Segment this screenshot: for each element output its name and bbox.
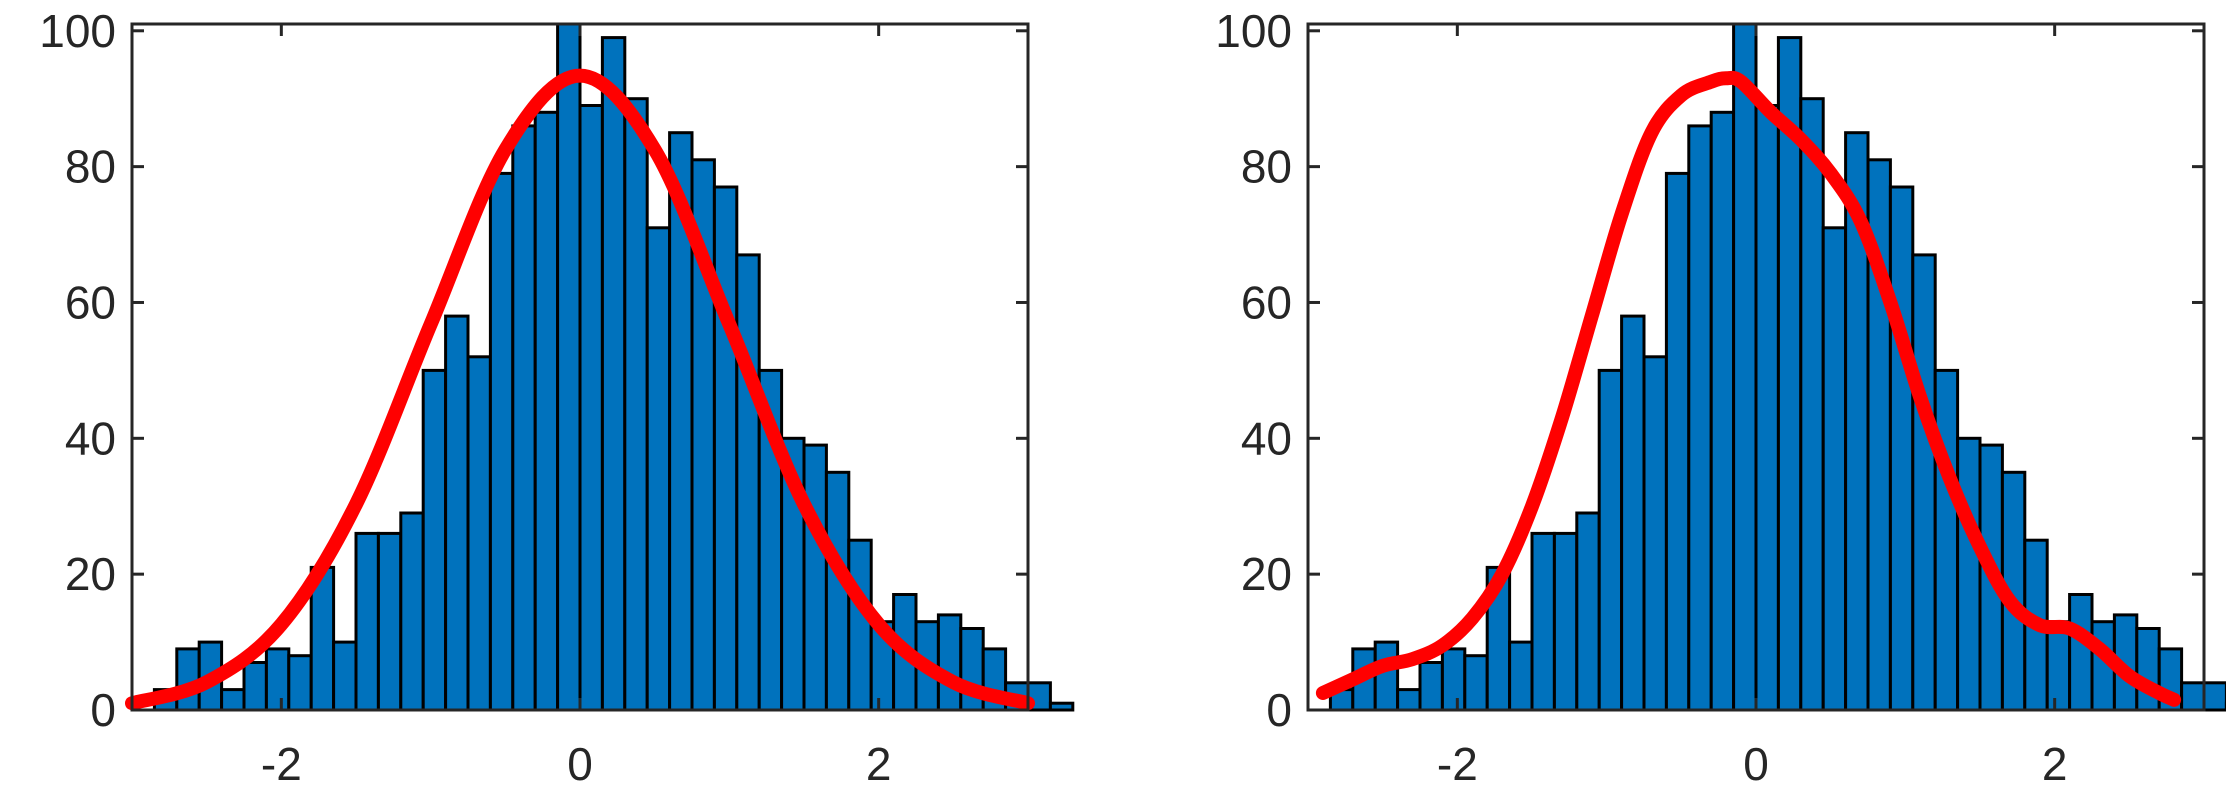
right-bar [1620,314,1646,712]
right-bar [1642,355,1668,712]
left-bar [735,253,761,712]
left-bar [399,511,425,712]
right-fit-curve [1315,70,2182,707]
left-bar [354,531,380,712]
right-bar [1956,436,1982,712]
right-bar [1575,511,1601,712]
right-bar [2180,681,2206,712]
right-histogram-panel: 0 20 40 60 80 100 -2 0 2 [1215,5,2226,790]
left-bar [175,647,201,712]
left-bar [421,368,448,712]
left-bar [847,538,873,712]
right-x-tick-label: -2 [1437,738,1478,790]
right-bar [1440,647,1467,712]
left-bar [332,640,358,712]
left-y-tick-label: 0 [90,684,116,736]
left-bar [1048,701,1075,712]
left-bar [578,104,604,712]
left-bar [287,654,313,712]
left-bar [533,110,560,712]
right-bar [1933,368,1960,712]
right-bar [1664,171,1691,712]
right-bar [1911,253,1937,712]
right-bar [1508,640,1534,712]
right-bar [1888,185,1915,712]
left-histogram-panel: 0 20 40 60 80 100 -2 0 2 [39,5,1075,790]
right-bar [1530,531,1556,712]
left-bar [936,613,963,712]
right-bar [1396,688,1422,712]
right-y-tick-label: 20 [1241,548,1292,600]
left-bar [242,661,268,712]
left-x-tick-label: 2 [866,738,892,790]
left-bar [264,647,291,712]
left-bar [645,226,672,712]
left-y-tick-label: 60 [65,276,116,328]
right-bar [1709,110,1736,712]
left-bar [488,171,515,712]
right-y-tick-label: 80 [1241,141,1292,193]
right-bar [2045,620,2072,712]
right-y-tick-label: 100 [1215,5,1292,57]
right-y-tick-label: 0 [1266,684,1292,736]
left-fit-curve [125,68,1035,711]
right-y-tick-label: 60 [1241,276,1292,328]
right-bar [1463,654,1489,712]
left-bar [376,531,403,712]
left-y-tick-label: 20 [65,548,116,600]
right-bar [1597,368,1624,712]
right-bar [1687,124,1713,712]
left-bar [511,124,537,712]
left-y-tick-label: 40 [65,412,116,464]
left-bar [466,355,492,712]
left-bar [712,185,739,712]
left-bar [444,314,470,712]
right-bar [1418,661,1444,712]
left-bar [802,443,828,712]
left-y-tick-label: 80 [65,141,116,193]
right-bar [1754,104,1780,712]
right-bar [1552,531,1579,712]
left-bar [220,688,246,712]
left-bar [623,97,649,712]
left-bar [556,22,582,712]
right-bar [1732,22,1758,712]
right-x-tick-label: 2 [2042,738,2068,790]
left-y-tick-label: 100 [39,5,116,57]
left-bar [600,36,627,712]
right-bar [1373,640,1400,712]
right-bar [2202,681,2226,712]
left-x-tick-label: 0 [567,738,593,790]
left-x-tick-label: -2 [261,738,302,790]
right-bar [2068,593,2094,712]
right-y-tick-label: 40 [1241,412,1292,464]
right-bar [1821,226,1848,712]
right-bar [1799,97,1825,712]
right-x-tick-label: 0 [1743,738,1769,790]
